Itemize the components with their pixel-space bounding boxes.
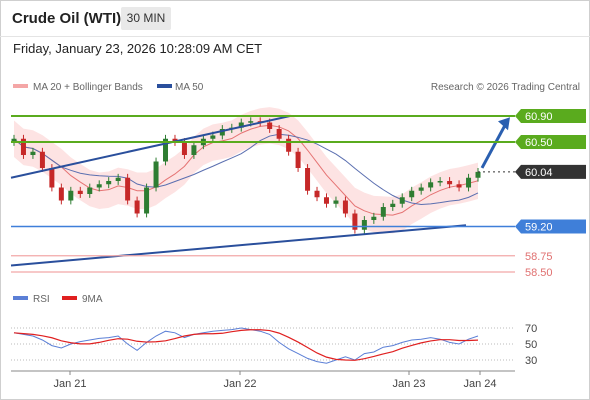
level-label-current: 60.04 <box>525 167 553 179</box>
rsi-legend-swatch <box>13 296 28 300</box>
candle-body <box>418 187 424 191</box>
rsi-tick-30: 30 <box>525 355 537 367</box>
candle-body <box>68 190 74 201</box>
candle-body <box>30 151 36 155</box>
candle-body <box>456 184 462 188</box>
level-label-support: 59.20 <box>525 222 553 234</box>
rsi-tick-70: 70 <box>525 323 537 335</box>
candle-body <box>475 171 481 178</box>
bollinger-band <box>14 107 478 234</box>
candle-body <box>399 197 405 204</box>
rsi-line <box>13 327 479 364</box>
candle-body <box>342 200 348 214</box>
candle-body <box>181 142 187 155</box>
ma50-legend-label: MA 50 <box>175 82 204 93</box>
level-label-target: 58.75 <box>525 251 553 263</box>
candle-body <box>87 187 93 194</box>
candle-body <box>437 181 443 183</box>
bollinger-legend-label: MA 20 + Bollinger Bands <box>33 82 143 93</box>
main-legend: MA 20 + Bollinger Bands MA 50 Research ©… <box>13 82 580 93</box>
candle-body <box>219 129 225 136</box>
level-tag-current <box>515 164 586 179</box>
level-tag-support <box>515 219 586 234</box>
level-tag-resistance <box>515 135 586 149</box>
x-axis: Jan 21 Jan 22 Jan 23 Jan 24 <box>11 370 515 390</box>
candle-body <box>77 190 83 194</box>
instrument-title: Crude Oil (WTI) <box>12 10 122 27</box>
level-label-resistance: 60.50 <box>525 137 553 149</box>
x-tick-label: Jan 23 <box>392 378 425 390</box>
candle-body <box>276 129 282 139</box>
candle-body <box>323 197 329 204</box>
candle-body <box>49 168 55 188</box>
candle-body <box>58 187 64 201</box>
upper-trendline <box>10 115 291 179</box>
projection-arrow-shaft <box>480 124 507 169</box>
candle-body <box>115 177 121 181</box>
candle-body <box>125 177 131 201</box>
candle-body <box>163 138 169 162</box>
level-tag-resistance <box>515 109 586 123</box>
rsi-ma-line <box>13 329 479 361</box>
bollinger-legend-swatch <box>13 84 28 88</box>
level-label-target: 58.50 <box>525 267 553 279</box>
datetime-label: Friday, January 23, 2026 10:28:09 AM CET <box>13 41 263 56</box>
header-divider <box>0 36 590 37</box>
candle-body <box>314 190 320 198</box>
rsi-panel: 70 50 30 <box>11 323 537 367</box>
candle-body <box>144 187 150 214</box>
candle-body <box>11 138 17 142</box>
candle-body <box>248 121 254 123</box>
rsi-ma-legend-label: 9MA <box>82 294 103 305</box>
lower-trendline <box>10 224 467 267</box>
candle-body <box>447 181 453 185</box>
rsi-legend: RSI 9MA <box>13 294 103 305</box>
rsi-tick-50: 50 <box>525 339 537 351</box>
candle-body <box>305 168 311 191</box>
x-tick-label: Jan 24 <box>463 378 496 390</box>
candle-body <box>238 122 244 128</box>
rsi-legend-label: RSI <box>33 294 50 305</box>
candle-body <box>267 122 273 129</box>
projection-arrow-head <box>498 117 510 131</box>
candle-body <box>20 138 26 155</box>
candle-body <box>96 184 102 188</box>
candle-body <box>210 135 216 139</box>
candle-body <box>106 181 112 185</box>
candle-body <box>352 213 358 230</box>
candle-body <box>191 145 197 155</box>
price-panel: 60.90 60.50 60.04 59.20 58.75 58.50 <box>10 107 586 279</box>
x-tick-label: Jan 22 <box>223 378 256 390</box>
candle-body <box>371 216 377 220</box>
candle-body <box>390 203 396 207</box>
candle-body <box>333 200 339 204</box>
candle-body <box>295 151 301 168</box>
copyright-label: Research © 2026 Trading Central <box>431 82 580 93</box>
candle-body <box>39 151 45 168</box>
candle-body <box>172 138 178 142</box>
x-tick-label: Jan 21 <box>53 378 86 390</box>
candle-body <box>428 182 434 188</box>
candle-body <box>380 207 386 217</box>
timeframe-button[interactable]: 30 MIN <box>121 7 171 30</box>
candle-body <box>134 200 140 214</box>
rsi-ma-legend-swatch <box>62 296 77 300</box>
candle-body <box>409 190 415 198</box>
level-label-resistance: 60.90 <box>525 111 553 123</box>
candle-body <box>286 138 292 152</box>
candle-body <box>361 220 367 230</box>
candle-body <box>153 161 159 188</box>
candle-body <box>466 177 472 188</box>
ma50-legend-swatch <box>157 84 172 88</box>
